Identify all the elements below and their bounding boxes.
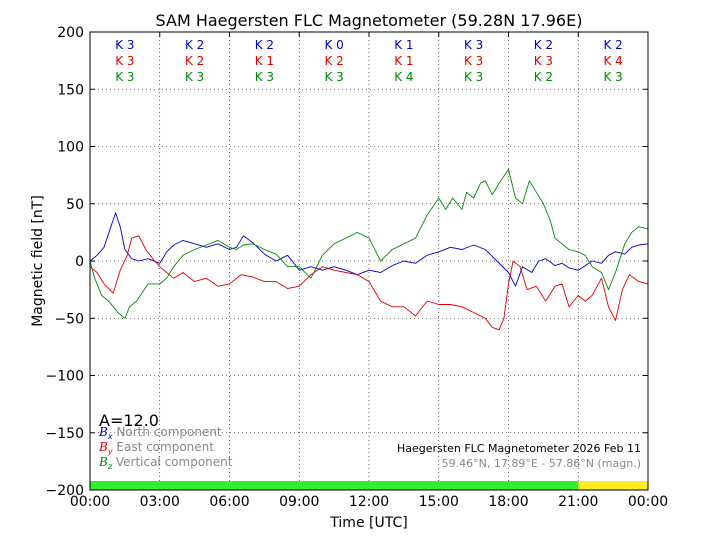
y-tick-label: −200 [46, 483, 84, 499]
k-index-value: K 3 [324, 70, 343, 84]
y-tick-label: 200 [57, 25, 84, 41]
chart-title: SAM Haegersten FLC Magnetometer (59.28N … [156, 11, 583, 30]
y-axis-label: Magnetic field [nT] [30, 195, 46, 327]
k-index-value: K 3 [603, 70, 622, 84]
x-tick-label: 15:00 [419, 494, 459, 510]
x-tick-label: 00:00 [70, 494, 110, 510]
y-tick-label: 150 [57, 82, 84, 98]
k-index-value: K 3 [115, 38, 134, 52]
k-index-value: K 4 [394, 70, 413, 84]
k-index-value: K 3 [115, 70, 134, 84]
y-tick-label: −150 [46, 426, 84, 442]
k-index-value: K 2 [185, 38, 204, 52]
y-tick-label: 50 [66, 197, 84, 213]
y-tick-label: −50 [54, 311, 84, 327]
k-index-value: K 4 [603, 54, 622, 68]
station-note: Haegersten FLC Magnetometer 2026 Feb 11 [397, 442, 641, 455]
k-index-value: K 2 [324, 54, 343, 68]
x-tick-label: 09:00 [279, 494, 319, 510]
legend-entry: Bz Vertical component [98, 455, 233, 471]
k-index-value: K 3 [464, 38, 483, 52]
k-index-value: K 1 [394, 38, 413, 52]
k-index-value: K 3 [185, 70, 204, 84]
series-line [89, 212, 649, 287]
series-lines [89, 168, 649, 331]
x-tick-label: 03:00 [140, 494, 180, 510]
k-index-value: K 3 [534, 54, 553, 68]
y-tick-label: 0 [75, 254, 84, 270]
k-index-value: K 2 [185, 54, 204, 68]
a-index-label: A=12.0 [99, 411, 159, 430]
k-index-value: K 3 [115, 54, 134, 68]
x-tick-label: 00:00 [628, 494, 668, 510]
k-index-value: K 2 [534, 38, 553, 52]
k-index-value: K 2 [255, 38, 274, 52]
k-index-value: K 1 [255, 54, 274, 68]
k-index-value: K 2 [534, 70, 553, 84]
k-index-value: K 2 [603, 38, 622, 52]
y-tick-label: 100 [57, 140, 84, 156]
k-index-value: K 3 [255, 70, 274, 84]
x-tick-label: 06:00 [209, 494, 249, 510]
data-bar-segment [90, 481, 579, 490]
series-line [89, 235, 649, 331]
data-availability-bar [90, 481, 648, 490]
x-axis-label: Time [UTC] [329, 515, 407, 531]
k-index-table: K 3 K 2 K 2 K 0 K 1 K 3 K 2 K 2 K 3 K 2 K 1 K 2 K 1 K… [115, 38, 623, 84]
k-index-value: K 3 [464, 70, 483, 84]
k-index-value: K 1 [394, 54, 413, 68]
x-tick-label: 12:00 [349, 494, 389, 510]
k-index-value: K 3 [464, 54, 483, 68]
grid-lines [90, 32, 648, 490]
legend-entry: By East component [98, 440, 214, 456]
x-tick-label: 21:00 [558, 494, 598, 510]
legend-entry: Bx North component [98, 425, 222, 441]
coordinates-note: 59.46°N, 17.89°E - 57.86°N (magn.) [442, 457, 641, 470]
y-tick-label: −100 [46, 369, 84, 385]
data-bar-segment [578, 481, 648, 490]
x-tick-label: 18:00 [488, 494, 528, 510]
k-index-value: K 0 [324, 38, 343, 52]
series-line [89, 168, 649, 319]
axis-ticks: −200 −150 −100 −50 0 50 100 150 200 00:00 03:00 06:… [46, 25, 669, 510]
